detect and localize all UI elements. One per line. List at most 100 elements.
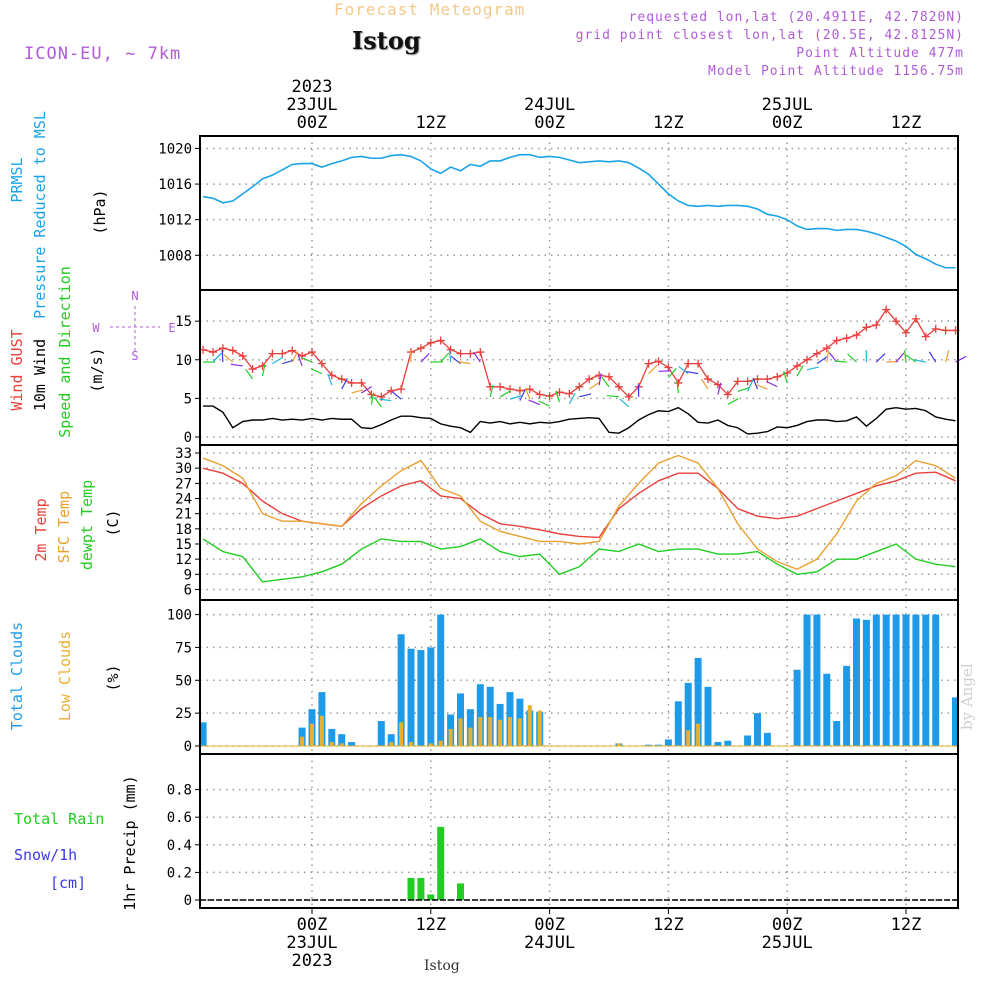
wind-arrow <box>766 380 778 388</box>
wind-arrow <box>579 393 592 398</box>
wind-arrow <box>806 366 819 371</box>
wind-arrow <box>351 389 364 394</box>
total-cloud-bar <box>902 614 910 746</box>
low-cloud-bar <box>310 723 314 746</box>
temp-line-0 <box>202 467 956 539</box>
low-cloud-bar <box>616 743 621 746</box>
pressure-line <box>202 153 956 269</box>
pressure-label-1: PRMSL <box>8 157 26 202</box>
wind-arrow <box>667 368 677 378</box>
total-cloud-bar <box>338 734 346 746</box>
wind-arrow <box>752 377 759 390</box>
total-cloud-bar <box>377 721 385 746</box>
wind-arrow <box>230 363 243 367</box>
wind-unit: (m/s) <box>88 347 106 392</box>
wind-arrow <box>391 390 402 400</box>
total-cloud-bar <box>437 614 445 746</box>
point-altitude: Point Altitude 477m <box>796 46 964 61</box>
gust-point <box>367 390 376 399</box>
wind-arrow <box>678 365 689 375</box>
top-hour-label: 00Z <box>297 113 328 133</box>
low-cloud-bar <box>517 718 522 746</box>
gust-point <box>209 348 217 357</box>
wind-arrow <box>440 352 450 363</box>
low-cloud-bar <box>696 723 701 746</box>
bottom-hour-label: 12Z <box>415 915 446 935</box>
gust-point <box>436 336 445 345</box>
top-day-label: 23JUL <box>286 95 337 115</box>
gust-point <box>218 344 227 353</box>
low-cloud-bar <box>527 705 532 746</box>
bottom-hour-label: 12Z <box>891 915 922 935</box>
wind-arrow <box>221 350 224 363</box>
wind-line <box>203 405 956 435</box>
gust-point <box>565 389 574 398</box>
gust-point <box>704 375 712 384</box>
requested-coords: requested lon,lat (20.4911E, 42.7820N) <box>628 10 964 25</box>
low-cloud-bar <box>458 718 463 746</box>
gust-point <box>674 378 683 387</box>
y-tick-label: 9 <box>184 567 192 583</box>
wind-arrow <box>834 360 847 363</box>
total-cloud-bar <box>387 734 395 746</box>
y-tick-label: 1016 <box>158 177 192 193</box>
total-cloud-bar <box>714 742 722 746</box>
rain-bar <box>407 877 415 900</box>
wind-dir-label: Speed and Direction <box>56 266 74 438</box>
temp-line-1 <box>202 454 956 571</box>
wind-arrow <box>361 386 372 394</box>
top-hour-label: 00Z <box>772 113 803 133</box>
y-tick-label: 10 <box>175 353 192 369</box>
wind-arrow <box>409 350 412 363</box>
gust-point <box>941 326 950 335</box>
gust-point <box>753 375 762 384</box>
total-cloud-bar <box>932 614 940 746</box>
gust-point <box>456 349 465 358</box>
gust-point <box>525 385 534 394</box>
gust-point <box>595 371 604 380</box>
total-cloud-bar <box>199 722 207 746</box>
y-tick-label: 0 <box>184 739 192 755</box>
gust-point <box>931 324 940 333</box>
gust-point <box>515 386 524 395</box>
total-cloud-bar <box>674 701 682 746</box>
temp-unit: (C) <box>104 509 122 536</box>
wind-arrow <box>291 351 299 363</box>
total-clouds-label: Total Clouds <box>8 622 26 730</box>
wind-gust-label: Wind GUST <box>8 329 26 410</box>
total-cloud-bar <box>655 744 662 746</box>
gust-point <box>803 355 811 364</box>
y-tick-label: 1008 <box>158 248 192 264</box>
wind-arrow <box>272 356 283 365</box>
gust-point <box>733 377 742 386</box>
wind-arrow <box>300 356 313 363</box>
gust-point <box>298 351 307 360</box>
y-tick-label: 12 <box>175 552 192 568</box>
gust-point <box>535 390 544 399</box>
gust-point <box>308 348 316 357</box>
total-cloud-bar <box>882 614 890 746</box>
gust-point <box>446 345 455 354</box>
gust-point <box>684 359 693 368</box>
total-cloud-bar <box>407 648 415 746</box>
y-tick-label: 0.8 <box>167 783 192 799</box>
y-tick-label: 0.4 <box>167 838 192 854</box>
wind-arrow <box>489 384 494 397</box>
wind-arrow <box>945 350 950 363</box>
model-altitude: Model Point Altitude 1156.75m <box>708 64 964 79</box>
total-cloud-bar <box>486 686 494 746</box>
wind-arrow <box>796 365 804 377</box>
y-tick-label: 27 <box>175 476 192 492</box>
wind-arrow <box>499 390 511 398</box>
gust-point <box>842 334 851 343</box>
wind-arrow <box>223 354 234 363</box>
y-tick-label: 15 <box>175 314 192 330</box>
total-cloud-bar <box>724 740 732 746</box>
gust-point <box>654 357 663 366</box>
wind-arrow <box>524 387 531 400</box>
forecast-title: Forecast Meteogram <box>334 0 526 19</box>
station-footer: Istog <box>424 958 460 974</box>
total-cloud-bar <box>328 728 336 746</box>
total-cloud-bar <box>793 669 801 746</box>
wind-arrow <box>747 380 754 392</box>
